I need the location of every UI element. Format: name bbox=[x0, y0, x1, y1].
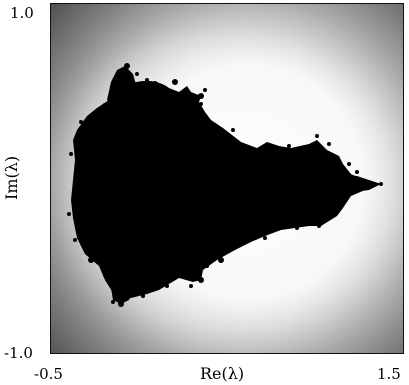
y-axis-min-label: -1.0 bbox=[4, 344, 33, 362]
boundary-spikes bbox=[67, 63, 383, 307]
x-axis-max-label: 1.5 bbox=[377, 365, 401, 383]
x-axis-min-label: -0.5 bbox=[34, 365, 63, 383]
y-axis-title: Im(λ) bbox=[2, 155, 21, 200]
fractal-image bbox=[51, 4, 403, 353]
x-axis-title: Re(λ) bbox=[200, 364, 245, 383]
fractal-plot bbox=[50, 3, 404, 354]
y-axis-max-label: 1.0 bbox=[10, 4, 34, 22]
set-region bbox=[71, 66, 381, 304]
